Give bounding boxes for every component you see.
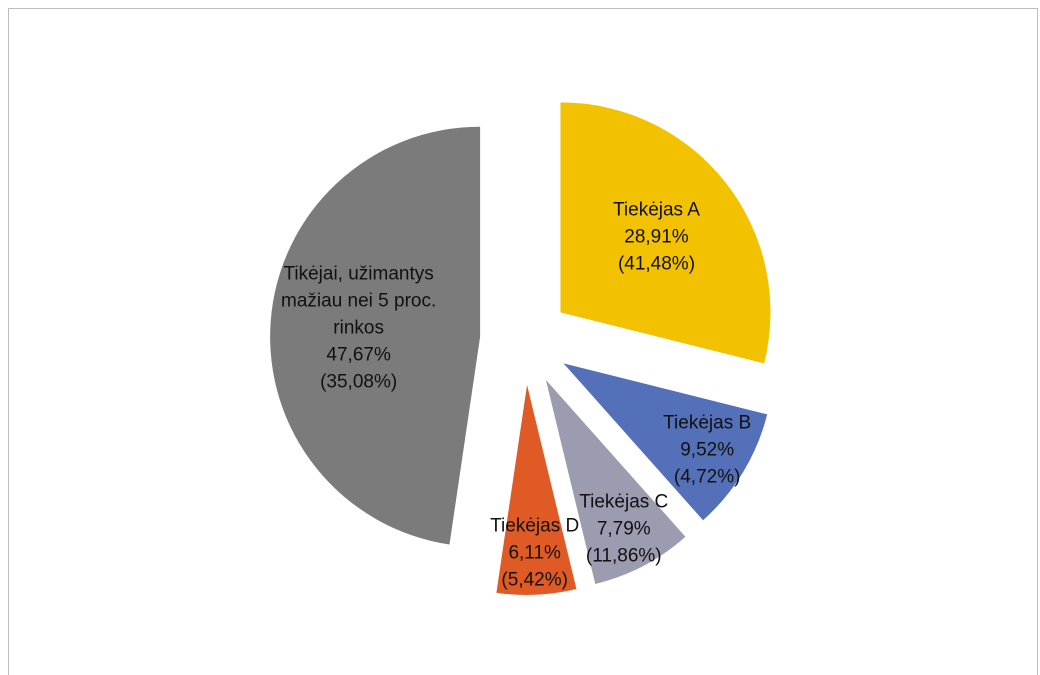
- value-label: 28,91%: [624, 226, 689, 248]
- category-label: Tiekėjas C: [579, 491, 669, 513]
- secondary-value-label: (4,72%): [673, 466, 741, 488]
- pie-slice: [545, 379, 686, 584]
- pie-slice: [496, 384, 577, 595]
- value-label: 7,79%: [596, 518, 651, 540]
- secondary-value-label: (11,86%): [585, 545, 662, 567]
- category-label: Tiekėjas D: [490, 515, 580, 537]
- value-label: 47,67%: [326, 344, 391, 366]
- pie-slice: [270, 126, 481, 545]
- secondary-value-label: (41,48%): [617, 253, 696, 275]
- slice-label: Tiekėjas B 9,52% (4,72%): [607, 410, 807, 491]
- category-label: Tiekėjas A: [613, 199, 700, 221]
- slice-label: Tikėjai, užimantys mažiau nei 5 proc. ri…: [259, 260, 459, 395]
- category-label: Tikėjai, užimantys mažiau nei 5 proc. ri…: [281, 263, 437, 339]
- category-label: Tiekėjas B: [663, 412, 752, 434]
- slice-label: Tiekėjas C 7,79% (11,86%): [524, 488, 724, 569]
- pie-slice: [563, 363, 768, 521]
- value-label: 6,11%: [508, 542, 561, 564]
- secondary-value-label: (35,08%): [320, 371, 398, 393]
- pie-slice: [560, 102, 771, 364]
- chart-frame: [8, 8, 1038, 675]
- slice-label: Tiekėjas D 6,11% (5,42%): [435, 512, 635, 593]
- value-label: 9,52%: [680, 439, 735, 461]
- slice-label: Tiekėjas A 28,91% (41,48%): [557, 197, 757, 278]
- secondary-value-label: (5,42%): [501, 569, 568, 591]
